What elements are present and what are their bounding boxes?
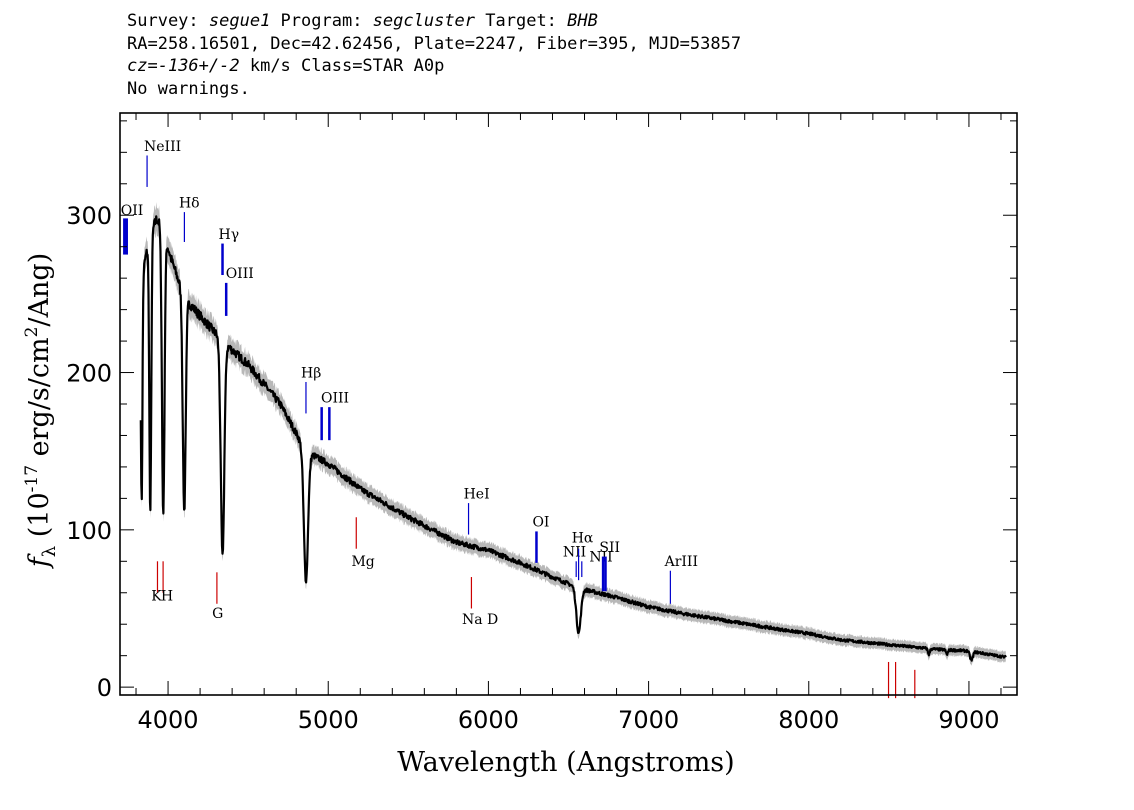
program-value: segcluster (372, 11, 476, 31)
error-band (140, 202, 1006, 666)
absorption-line-label: H (161, 589, 173, 605)
cz-label: cz= (127, 56, 158, 76)
absorption-line-label: K (151, 589, 162, 605)
target-value: BHB (567, 11, 598, 31)
emission-line-label: SII (599, 540, 620, 556)
flux-series-line (139, 215, 1007, 662)
emission-line-label: Hα (572, 530, 594, 546)
emission-line-label: NII (589, 549, 612, 565)
y-axis-label-units: erg/s/cm (24, 337, 55, 465)
emission-line-label: ArIII (664, 554, 698, 570)
emission-line-label: NII (563, 545, 586, 561)
header-line-coordinates: RA=258.16501, Dec=42.62456, Plate=2247, … (127, 33, 742, 54)
y-axis-label-close: /Ang) (24, 253, 55, 327)
class-text: km/s Class=STAR A0p (239, 56, 445, 76)
emission-line-label: HeI (464, 486, 490, 502)
absorption-line-label: G (212, 606, 223, 622)
y-axis-label: fλ (10-17 erg/s/cm2/Ang) (22, 253, 60, 569)
emission-line-label: NeIII (144, 139, 181, 155)
survey-label: Survey: (127, 11, 209, 31)
header-line-survey: Survey: segue1 Program: segcluster Targe… (127, 10, 741, 33)
x-axis-label: Wavelength (Angstroms) (397, 747, 734, 778)
y-tick-label: 300 (66, 202, 112, 230)
x-tick-label: 6000 (458, 706, 519, 734)
y-tick-label: 0 (97, 674, 112, 702)
survey-value: segue1 (208, 11, 271, 31)
y-tick-label: 200 (66, 360, 112, 388)
y-axis-label-sq: 2 (22, 327, 42, 338)
spectrum-header: Survey: segue1 Program: segcluster Targe… (127, 10, 741, 100)
header-line-redshift: cz=-136+/-2 km/s Class=STAR A0p (127, 55, 741, 78)
flux-layer (139, 215, 1007, 662)
x-tick-label: 9000 (938, 706, 999, 734)
emission-line-label: Hβ (301, 365, 321, 381)
absorption-line-label: Na D (462, 612, 498, 628)
y-tick-label: 100 (66, 517, 112, 545)
emission-line-label: Hγ (219, 227, 240, 243)
axes-layer: 4000 5000 6000 7000 8000 9000 0 100 200 300 (66, 112, 1018, 734)
cz-value: -136+/-2 (157, 56, 240, 76)
target-label: Target: (475, 11, 568, 31)
x-tick-label: 7000 (618, 706, 679, 734)
absorption-line-label: Mg (351, 554, 374, 570)
header-line-warnings: No warnings. (127, 78, 250, 99)
y-axis-label-lambda: λ (39, 546, 60, 557)
program-label: Program: (270, 11, 373, 31)
y-axis-label-open: (10 (24, 492, 55, 545)
emission-line-label: OI (532, 515, 549, 531)
emission-line-label: OII (121, 203, 144, 219)
y-axis-label-exp: -17 (22, 465, 42, 492)
emission-line-label: OIII (226, 266, 254, 282)
emission-line-label: Hδ (179, 195, 200, 211)
emission-line-label: OIII (321, 390, 349, 406)
x-tick-label: 5000 (298, 706, 359, 734)
plot-frame (119, 112, 1018, 696)
spectral-lines-layer: OIINeIIIHδHγOIIIHβOIIIHeIOINIIHαNIISIIAr… (121, 139, 916, 699)
error-band-layer (140, 202, 1006, 666)
x-tick-label: 8000 (778, 706, 839, 734)
x-tick-label: 4000 (138, 706, 199, 734)
